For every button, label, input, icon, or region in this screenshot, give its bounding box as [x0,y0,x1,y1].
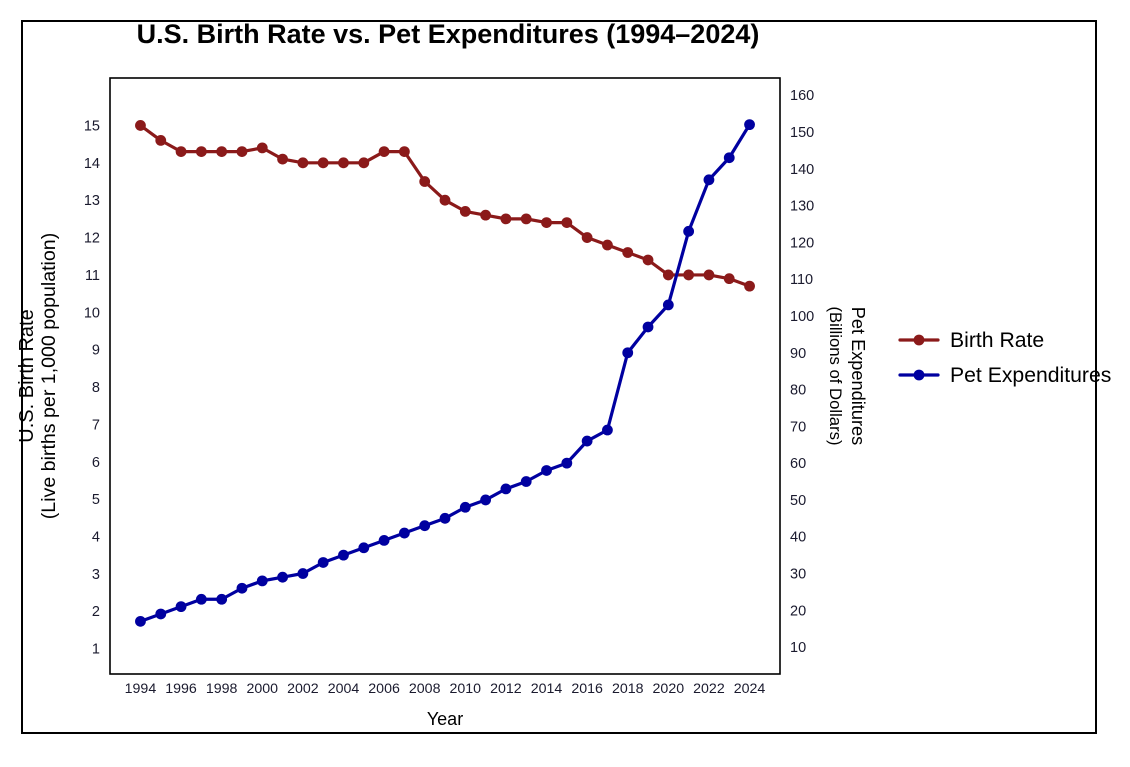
svg-text:20: 20 [790,603,806,619]
svg-text:4: 4 [92,529,100,545]
svg-text:2022: 2022 [693,681,725,697]
svg-text:1998: 1998 [206,681,238,697]
svg-text:11: 11 [85,268,100,284]
svg-text:2: 2 [92,604,100,620]
svg-text:Birth Rate: Birth Rate [950,329,1044,352]
svg-text:40: 40 [790,530,806,546]
svg-text:1: 1 [92,642,100,658]
svg-text:2006: 2006 [368,681,400,697]
svg-text:6: 6 [92,455,100,471]
svg-text:U.S. Birth Rate: U.S. Birth Rate [16,309,38,442]
svg-text:90: 90 [790,346,806,362]
svg-text:5: 5 [92,492,100,508]
svg-text:U.S. Birth Rate vs. Pet Expend: U.S. Birth Rate vs. Pet Expenditures (19… [137,19,760,49]
svg-text:2024: 2024 [734,681,766,697]
svg-text:2018: 2018 [612,681,644,697]
svg-text:100: 100 [790,309,814,325]
svg-text:7: 7 [92,417,100,433]
svg-text:1996: 1996 [165,681,197,697]
svg-text:140: 140 [790,162,814,178]
svg-text:15: 15 [84,118,100,134]
svg-text:9: 9 [92,343,100,359]
svg-text:Pet Expenditures: Pet Expenditures [848,307,868,446]
svg-text:160: 160 [790,88,814,104]
svg-text:8: 8 [92,380,100,396]
svg-text:14: 14 [84,156,100,172]
svg-text:Year: Year [427,709,463,729]
svg-text:110: 110 [790,272,813,288]
svg-text:130: 130 [790,199,814,215]
svg-text:60: 60 [790,456,806,472]
svg-text:50: 50 [790,493,806,509]
svg-text:2008: 2008 [409,681,441,697]
svg-text:2004: 2004 [328,681,360,697]
svg-text:150: 150 [790,125,814,141]
svg-text:1994: 1994 [125,681,157,697]
svg-text:30: 30 [790,567,806,583]
svg-text:2002: 2002 [287,681,319,697]
svg-text:2020: 2020 [653,681,685,697]
svg-text:10: 10 [790,640,806,656]
svg-text:2000: 2000 [246,681,278,697]
svg-text:70: 70 [790,419,806,435]
svg-text:13: 13 [84,193,100,209]
svg-text:2014: 2014 [531,681,563,697]
svg-text:2016: 2016 [571,681,603,697]
svg-text:2012: 2012 [490,681,522,697]
svg-text:12: 12 [84,231,100,247]
svg-text:Pet Expenditures: Pet Expenditures [950,364,1111,387]
svg-text:120: 120 [790,235,814,251]
svg-text:10: 10 [84,305,100,321]
svg-text:80: 80 [790,383,806,399]
svg-text:(Billions of Dollars): (Billions of Dollars) [826,306,845,445]
svg-text:2010: 2010 [450,681,482,697]
svg-text:3: 3 [92,567,100,583]
svg-text:(Live births per 1,000 populat: (Live births per 1,000 population) [38,233,60,519]
